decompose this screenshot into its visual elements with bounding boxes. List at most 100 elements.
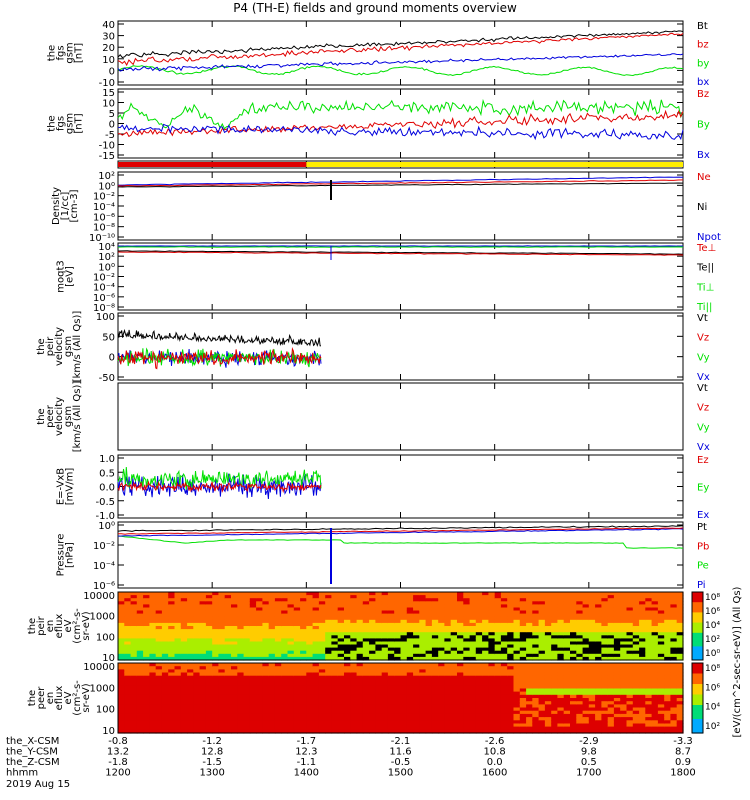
spectrogram-cell [130, 626, 138, 630]
spectrogram-cell [651, 666, 659, 670]
spectrogram-cell [632, 704, 640, 709]
spectrogram-cell [419, 678, 427, 683]
spectrogram-cell [300, 669, 307, 674]
spectrogram-cell [237, 729, 245, 734]
spectrogram-cell [193, 610, 201, 615]
spectrogram-cell [419, 638, 427, 643]
spectrogram-cell [582, 672, 590, 677]
spectrogram-cell [657, 717, 665, 721]
spectrogram-cell [588, 663, 596, 667]
spectrogram-cell [124, 622, 132, 627]
spectrogram-cell [645, 647, 653, 652]
spectrogram-cell [293, 595, 301, 599]
spectrogram-cell [538, 607, 546, 612]
spectrogram-cell [632, 694, 640, 699]
spectrogram-cell [287, 595, 295, 599]
spectrogram-cell [205, 729, 213, 734]
spectrogram-cell [362, 601, 370, 605]
spectrogram-cell [626, 592, 634, 596]
spectrogram-cell [444, 666, 452, 670]
spectrogram-cell [639, 595, 646, 599]
spectrogram-cell [613, 682, 621, 686]
spectrogram-cell [149, 641, 157, 646]
spectrogram-cell [300, 632, 307, 636]
spectrogram-cell [513, 644, 521, 649]
spectrogram-cell [375, 656, 383, 661]
spectrogram-cell [381, 592, 389, 596]
spectrogram-cell [551, 598, 559, 602]
spectrogram-cell [344, 666, 351, 670]
spectrogram-cell [375, 644, 383, 649]
spectrogram-cell [457, 607, 464, 612]
spectrogram-cell [231, 613, 238, 618]
spectrogram-cell [538, 694, 546, 699]
spectrogram-cell [488, 723, 496, 728]
spectrogram-cell [149, 723, 157, 728]
spectrogram-cell [287, 710, 295, 715]
spectrogram-cell [664, 729, 672, 734]
spectrogram-cell [406, 720, 414, 725]
spectrogram-cell [155, 629, 163, 633]
spectrogram-cell [149, 638, 157, 643]
spectrogram-cell [375, 701, 383, 705]
series-line [117, 251, 684, 256]
spectrogram-cell [519, 626, 527, 630]
colorbar-cell [692, 609, 703, 612]
spectrogram-cell [174, 641, 182, 646]
y-axis-label: gsm [65, 113, 76, 134]
spectrogram-cell [632, 601, 640, 605]
spectrogram-cell [645, 707, 653, 712]
y-tick-label: 10 [102, 726, 115, 737]
colorbar-tick-label: 10² [705, 722, 720, 732]
spectrogram-cell [331, 644, 339, 649]
spectrogram-cell [588, 672, 596, 677]
spectrogram-cell [161, 616, 169, 621]
spectrogram-cell [174, 729, 182, 734]
spectrogram-cell [657, 682, 665, 686]
spectrogram-cell [300, 666, 307, 670]
spectrogram-cell [199, 595, 207, 599]
spectrogram-cell [626, 641, 634, 646]
spectrogram-cell [413, 626, 420, 630]
spectrogram-cell [344, 707, 351, 712]
spectrogram-cell [356, 672, 364, 677]
spectrogram-cell [450, 688, 458, 693]
spectrogram-cell [356, 675, 364, 680]
y-axis-label: [eV] [65, 266, 76, 287]
spectrogram-cell [588, 650, 596, 655]
spectrogram-cell [281, 669, 289, 674]
spectrogram-cell [626, 669, 634, 674]
spectrogram-cell [526, 720, 533, 725]
spectrogram-cell [381, 685, 389, 690]
spectrogram-cell [639, 701, 646, 705]
y-axis-label: peer [36, 686, 47, 710]
spectrogram-cell [325, 632, 333, 636]
spectrogram-cell [500, 685, 508, 690]
spectrogram-cell [268, 726, 276, 731]
spectrogram-cell [224, 598, 232, 602]
panel-frame [117, 662, 684, 734]
spectrogram-cell [394, 622, 402, 627]
spectrogram-cell [431, 669, 439, 674]
spectrogram-cell [318, 613, 326, 618]
spectrogram-cell [507, 729, 515, 734]
spectrogram-cell [237, 629, 245, 633]
spectrogram-cell [670, 669, 678, 674]
spectrogram-cell [500, 613, 508, 618]
spectrogram-cell [205, 653, 213, 658]
spectrogram-cell [532, 610, 540, 615]
spectrogram-cell [557, 619, 565, 624]
spectrogram-cell [124, 717, 132, 721]
spectrogram-cell [344, 694, 351, 699]
spectrogram-cell [136, 678, 144, 683]
spectrogram-cell [507, 720, 515, 725]
spectrogram-cell [224, 710, 232, 715]
legend-entry: Te|| [696, 263, 714, 274]
spectrogram-cell [657, 710, 665, 715]
spectrogram-cell [563, 647, 571, 652]
spectrogram-cell [620, 707, 628, 712]
spectrogram-cell [168, 610, 176, 615]
spectrogram-cell [249, 710, 257, 715]
spectrogram-cell [444, 723, 452, 728]
spectrogram-cell [387, 592, 395, 596]
